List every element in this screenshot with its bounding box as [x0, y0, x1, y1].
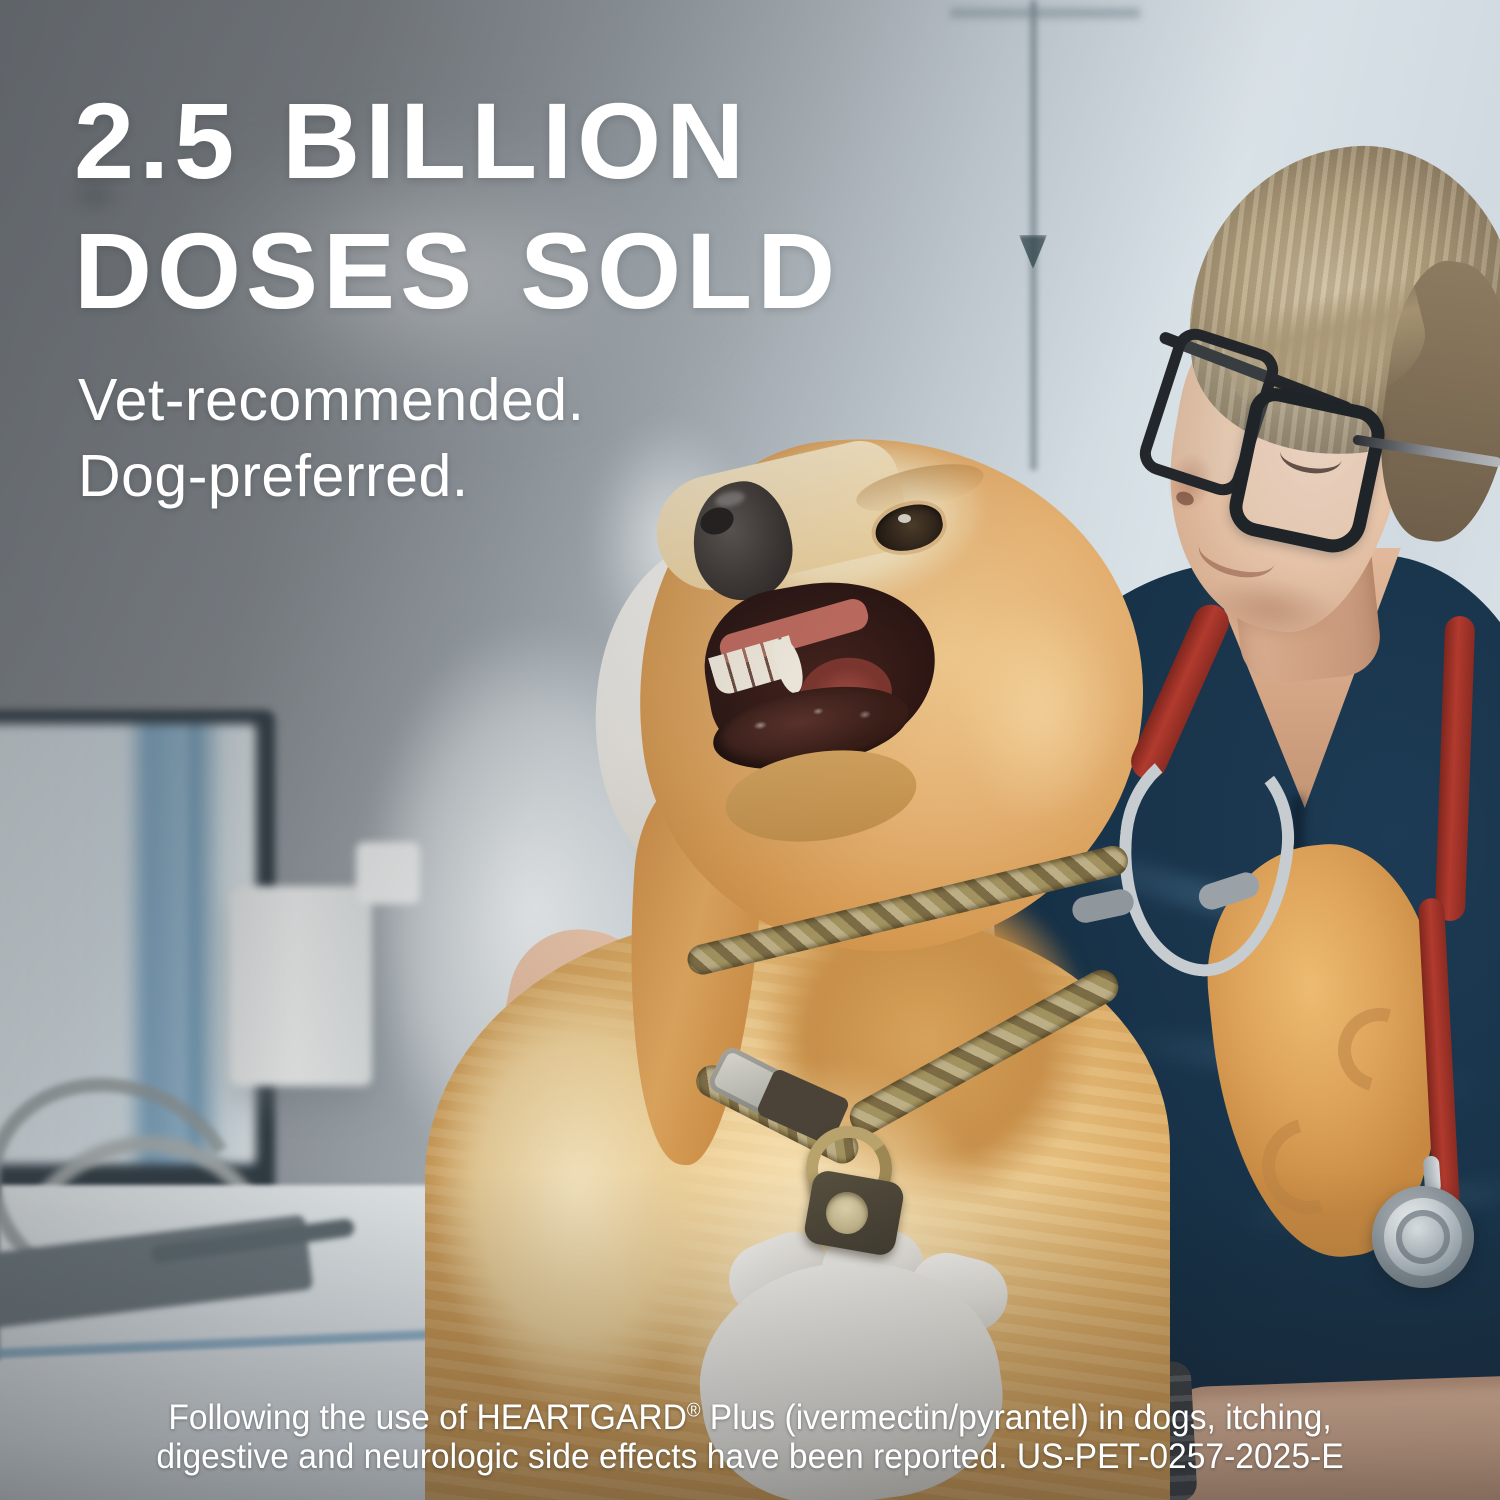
disclaimer-text: Following the use of HEARTGARD	[168, 1398, 687, 1437]
registered-trademark: ®	[686, 1400, 701, 1422]
tagline-line2: Dog-preferred.	[78, 443, 469, 509]
tagline-line1: Vet-recommended.	[78, 367, 585, 433]
disclaimer: Following the use of HEARTGARD® Plus (iv…	[30, 1398, 1470, 1476]
disclaimer-line2: digestive and neurologic side effects ha…	[156, 1437, 1344, 1476]
tagline: Vet-recommended. Dog-preferred.	[78, 362, 584, 514]
disclaimer-line1: Following the use of HEARTGARD® Plus (iv…	[30, 1398, 1470, 1437]
headline: 2.5 BILLION DOSES SOLD	[74, 76, 840, 336]
headline-line2: DOSES SOLD	[74, 210, 841, 331]
headline-line1: 2.5 BILLION	[74, 80, 750, 201]
disclaimer-text: Plus (ivermectin/pyrantel) in dogs, itch…	[700, 1398, 1332, 1437]
